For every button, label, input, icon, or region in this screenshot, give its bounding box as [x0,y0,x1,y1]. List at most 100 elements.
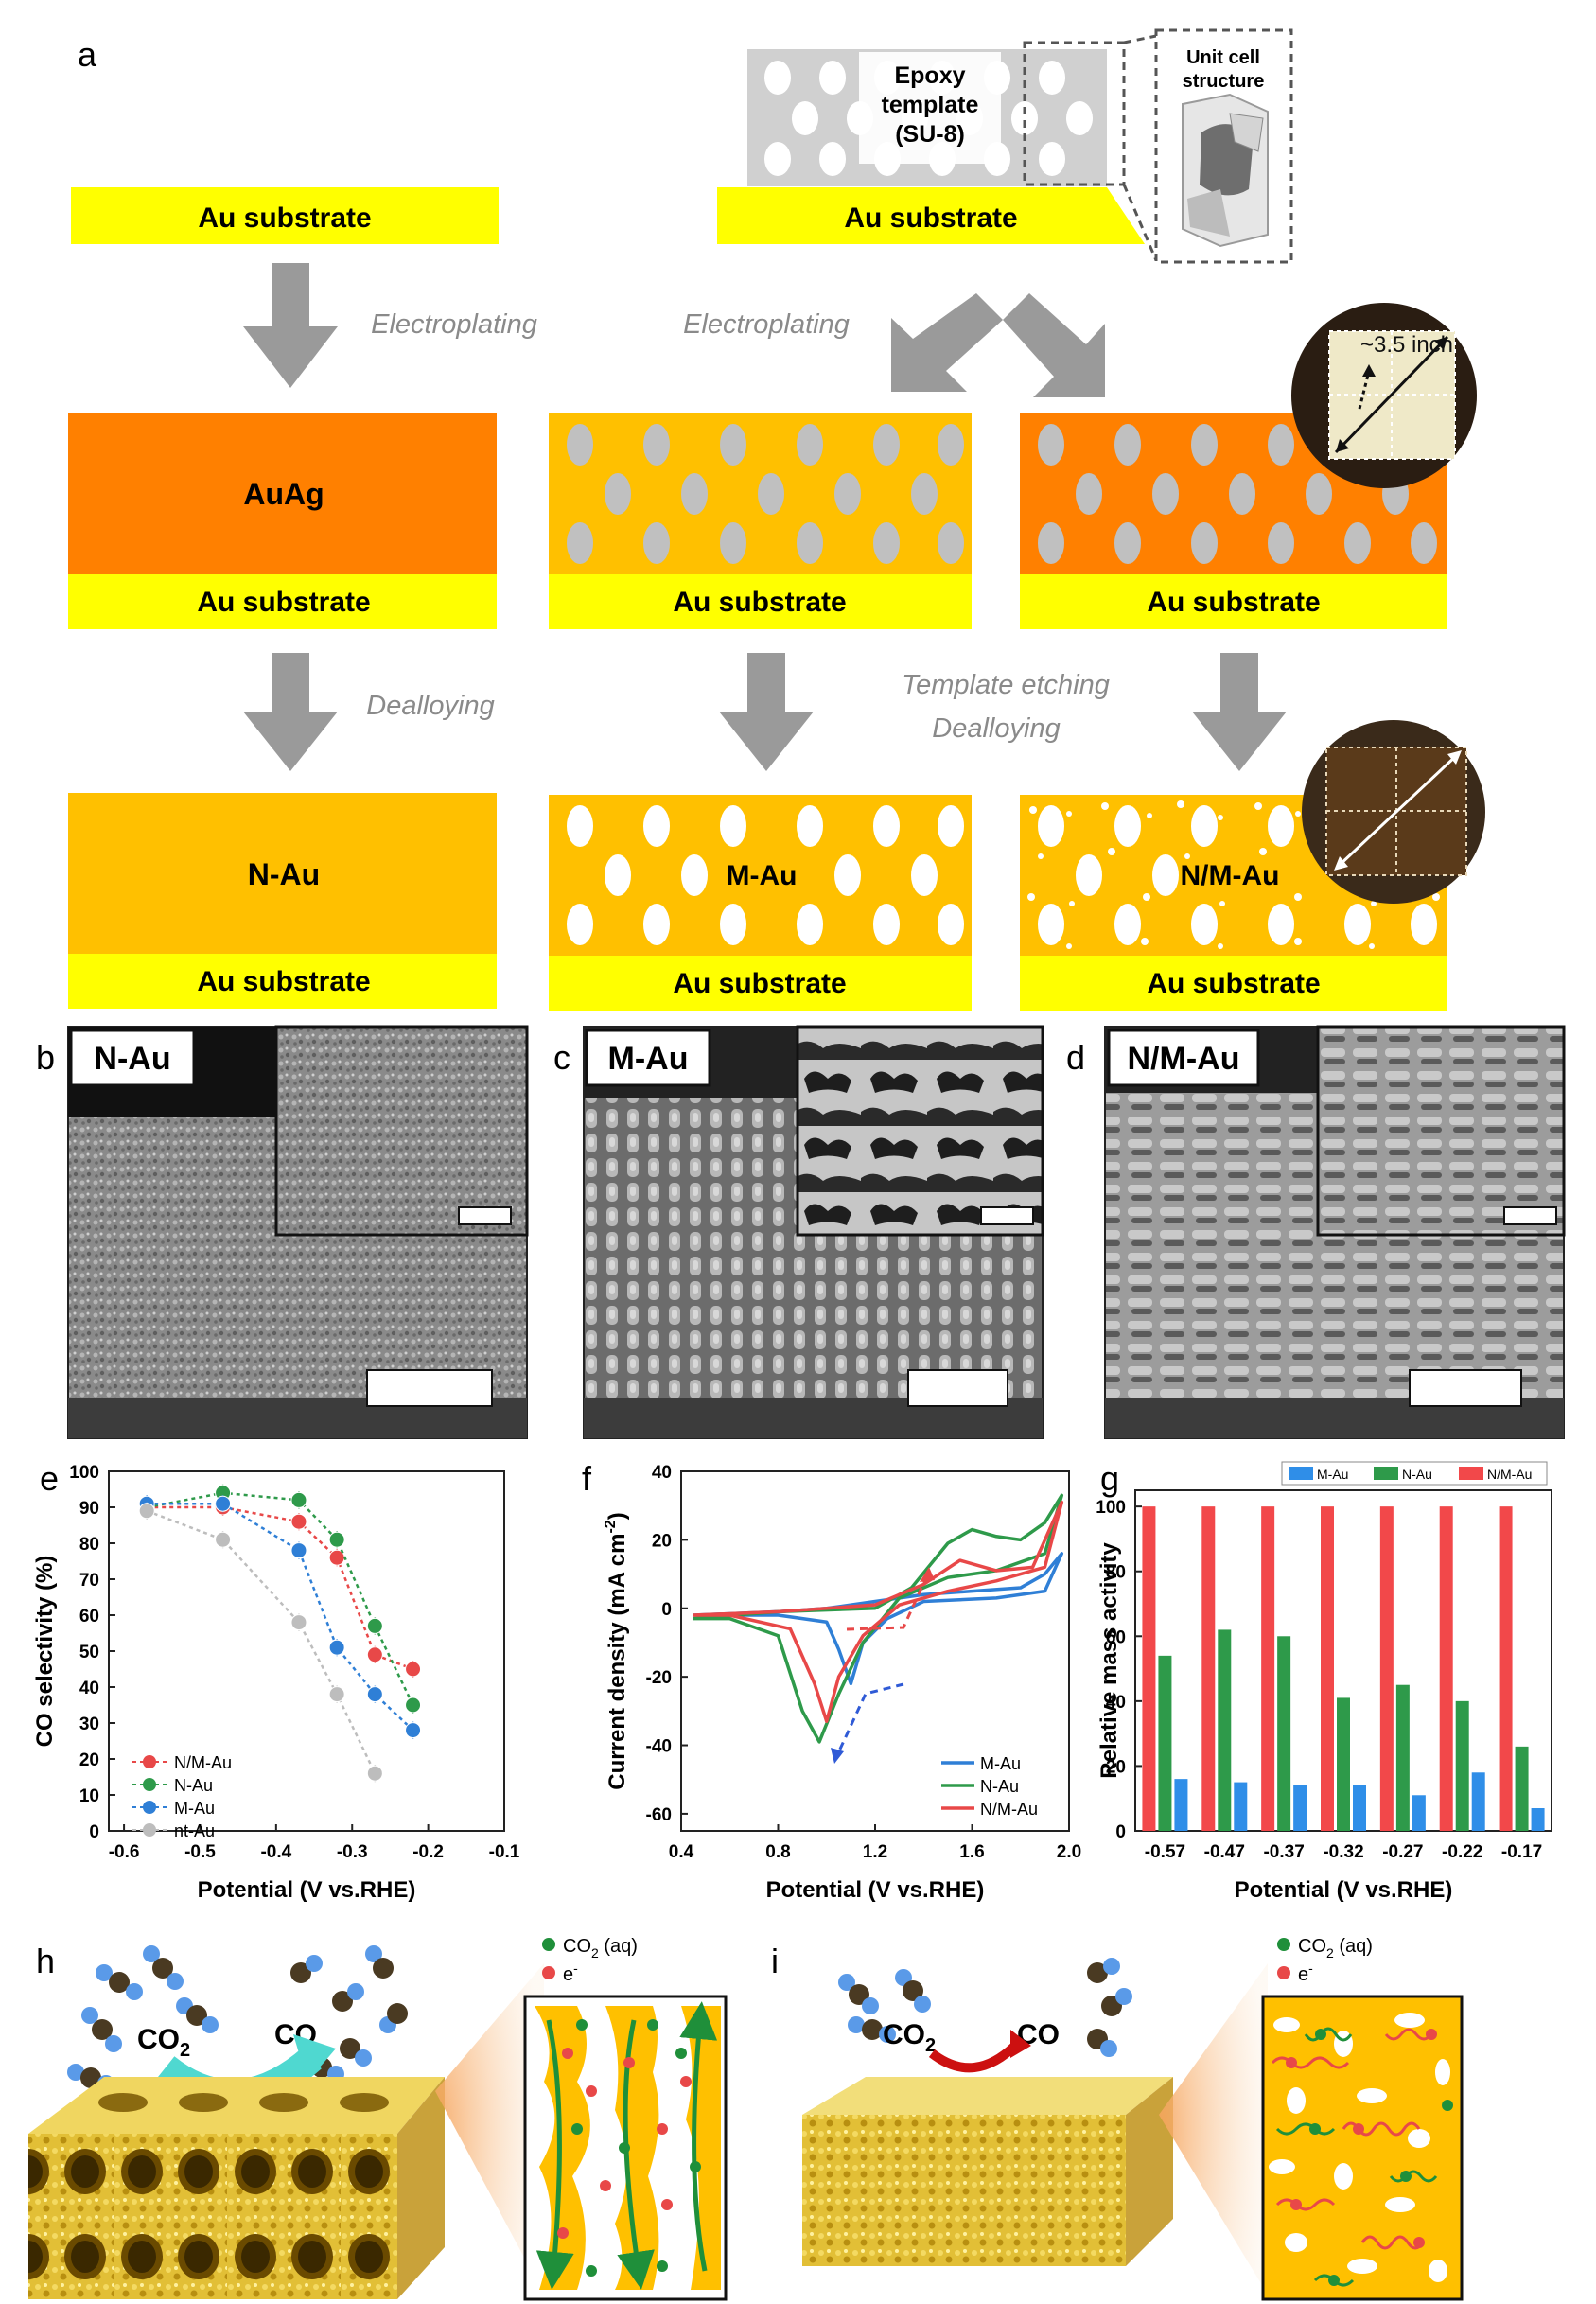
panel-i: i CO2 CO CO2 (aq) e- [771,1936,1464,2301]
arrow-diag-right [1003,293,1105,397]
unit-cell-box: Unit cell structure [1154,28,1293,264]
bar-N/M-Au--0.57 [1142,1506,1156,1831]
photo-size-label: ~3.5 inch [1360,332,1453,358]
x-tick-label: 0.8 [765,1842,790,1862]
legend-swatch [1374,1467,1398,1480]
y-tick-label: 30 [79,1715,99,1734]
photo-template-circle: ~3.5 inch [1291,303,1477,488]
legend-marker [143,1778,156,1791]
x-tick-label: -0.4 [260,1842,291,1862]
bar-N-Au--0.17 [1515,1746,1529,1831]
y-tick-label: -60 [646,1805,672,1825]
panel-letter-b: b [36,1038,55,1077]
photo-product-circle [1302,720,1485,904]
arrow-down-3 [719,653,814,771]
arrow-down-4 [1192,653,1287,771]
y-tick-label: 100 [69,1463,99,1483]
panel-letter-d: d [1066,1038,1085,1077]
panel-c: c M-Au [553,1025,1044,1439]
legend-label-M-Au: M-Au [1317,1467,1348,1482]
y-tick-label: 100 [1096,1498,1126,1518]
y-tick-label: 60 [1106,1627,1126,1647]
y-tick-label: 0 [661,1600,672,1620]
substrate-label: Au substrate [197,587,370,618]
substrate-label: Au substrate [1147,587,1320,618]
y-tick-label: 80 [1106,1563,1126,1583]
series-line-M-Au [147,1502,414,1732]
unit-cell-3d-shape [1182,93,1269,248]
unit-cell-label-line1: Unit cell [1186,47,1260,68]
legend-marker [143,1755,156,1768]
data-point [405,1661,422,1678]
legend-swatch [1459,1467,1483,1480]
y-tick-label: 20 [1106,1757,1126,1777]
zoom-cone [435,1963,544,2295]
bar-M-Au--0.32 [1353,1785,1366,1831]
bar-M-Au--0.27 [1412,1795,1426,1831]
substrate-label: Au substrate [198,202,371,234]
bar-N-Au--0.37 [1277,1636,1291,1831]
data-point [290,1542,307,1559]
substrate-label: Au substrate [1147,968,1320,999]
bar-N/M-Au--0.17 [1499,1506,1513,1831]
bar-N/M-Au--0.32 [1321,1506,1334,1831]
sem-label-m-au: M-Au [608,1041,689,1077]
nm-au-label: N/M-Au [1181,860,1280,891]
data-point [366,1686,383,1703]
nanoporous-gold-block [802,2077,1173,2266]
bar-M-Au--0.57 [1174,1779,1188,1831]
legend-marker [143,1823,156,1837]
series-line-N-Au [146,1491,414,1706]
data-point [366,1646,383,1663]
m-au-block: M-Au Au substrate [549,795,972,1011]
substrate-label: Au substrate [197,966,370,997]
zoom-box-h [523,1995,728,2301]
x-tick-label: 2.0 [1057,1842,1081,1862]
x-axis-label: Potential (V vs.RHE) [766,1877,985,1903]
zoom-cone [1159,1963,1268,2295]
legend-label-N-Au: N-Au [1402,1467,1432,1482]
y-tick-label: 40 [652,1463,672,1483]
panel-letter-a: a [78,35,97,74]
legend-box [1281,1461,1548,1486]
bar-N/M-Au--0.27 [1379,1506,1394,1831]
legend-label-N/M-Au: N/M-Au [980,1800,1038,1819]
data-point [138,1503,155,1520]
legend-label-N-Au: N-Au [174,1776,213,1795]
legend-co2: CO2 (aq) [1298,1936,1373,1961]
panel-h: h CO2 CO [28,1936,728,2301]
x-tick-label: -0.22 [1442,1842,1482,1862]
panel-letter-h: h [36,1942,55,1980]
panel-letter-e: e [40,1459,59,1498]
y-axis-label: CO selectivity (%) [32,1556,58,1748]
data-point [405,1722,422,1739]
auag-label: AuAg [243,477,324,511]
plot-frame [108,1470,505,1832]
legend-label-nt-Au: nt-Au [174,1821,215,1840]
cv-curve-N-Au [693,1493,1064,1744]
legend-label-M-Au: M-Au [174,1799,215,1818]
y-tick-label: 80 [79,1535,99,1555]
auag-template-block: Au substrate [1020,413,1447,629]
y-tick-label: -20 [646,1668,672,1688]
bar-M-Au--0.22 [1471,1772,1485,1831]
template-etching-label: Template etching [902,670,1110,700]
bar-N-Au--0.57 [1158,1655,1172,1831]
y-tick-label: 70 [79,1571,99,1591]
conversion-arrow [928,2040,1021,2073]
x-tick-label: -0.47 [1204,1842,1245,1862]
legend-marker [143,1801,156,1814]
x-tick-label: -0.57 [1145,1842,1185,1862]
template-label-line1: Epoxy [894,62,965,89]
data-point [290,1491,307,1508]
y-tick-label: 90 [79,1499,99,1519]
co2-molecules [67,1945,219,2092]
data-point [366,1765,383,1782]
dealloying-label-right: Dealloying [932,713,1060,744]
zoom-box-i [1261,1995,1464,2301]
macroporous-gold-block [28,2077,445,2299]
scale-bar [1409,1369,1522,1407]
data-point [328,1686,345,1703]
y-tick-label: -40 [646,1737,672,1757]
